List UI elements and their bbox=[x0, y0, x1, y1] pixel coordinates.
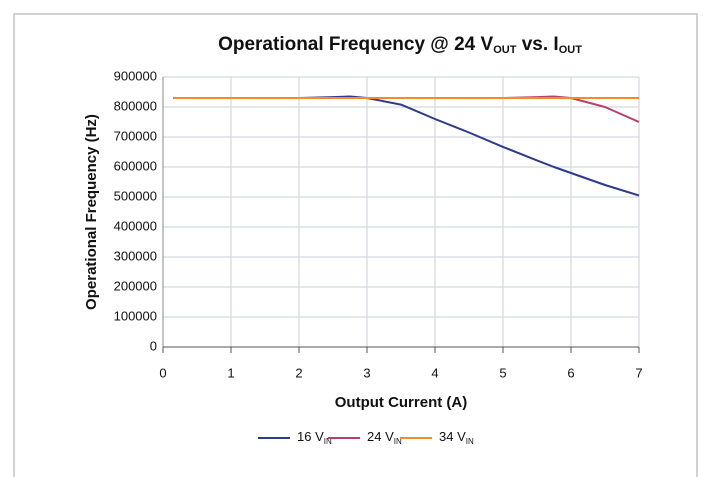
legend-name: 16 V bbox=[297, 429, 324, 444]
x-tick-label: 0 bbox=[159, 365, 166, 380]
x-tick-label: 7 bbox=[635, 365, 642, 380]
y-tick-label: 400000 bbox=[114, 218, 157, 233]
y-tick-label: 700000 bbox=[114, 128, 157, 143]
y-axis-label: Operational Frequency (Hz) bbox=[83, 114, 100, 310]
title-part: vs. I bbox=[516, 34, 558, 55]
legend-name: 24 V bbox=[367, 429, 394, 444]
x-tick-label: 4 bbox=[431, 365, 438, 380]
title-sub: OUT bbox=[493, 44, 517, 56]
y-tick-label: 900000 bbox=[114, 68, 157, 83]
x-tick-label: 2 bbox=[295, 365, 302, 380]
series-line bbox=[173, 95, 640, 197]
y-tick-label: 800000 bbox=[114, 98, 157, 113]
legend-label: 24 VIN bbox=[367, 429, 402, 446]
legend-sub: IN bbox=[394, 437, 402, 446]
x-axis-label: Output Current (A) bbox=[335, 394, 467, 411]
y-tick-label: 0 bbox=[150, 338, 157, 353]
x-tick-label: 6 bbox=[567, 365, 574, 380]
chart-title: Operational Frequency @ 24 VOUT vs. IOUT bbox=[218, 34, 582, 56]
frame bbox=[13, 13, 698, 477]
series-line bbox=[173, 95, 640, 123]
y-tick-label: 600000 bbox=[114, 158, 157, 173]
y-tick-label: 100000 bbox=[114, 308, 157, 323]
x-tick-label: 1 bbox=[227, 365, 234, 380]
title-part: Operational Frequency @ 24 V bbox=[218, 34, 493, 55]
title-sub: OUT bbox=[559, 44, 583, 56]
legend-sub: IN bbox=[324, 437, 332, 446]
legend-label: 16 VIN bbox=[297, 429, 332, 446]
legend-name: 34 V bbox=[439, 429, 466, 444]
y-tick-label: 300000 bbox=[114, 248, 157, 263]
x-tick-label: 3 bbox=[363, 365, 370, 380]
y-tick-label: 200000 bbox=[114, 278, 157, 293]
y-tick-label: 500000 bbox=[114, 188, 157, 203]
x-tick-label: 5 bbox=[499, 365, 506, 380]
legend-label: 34 VIN bbox=[439, 429, 474, 446]
legend-sub: IN bbox=[466, 437, 474, 446]
